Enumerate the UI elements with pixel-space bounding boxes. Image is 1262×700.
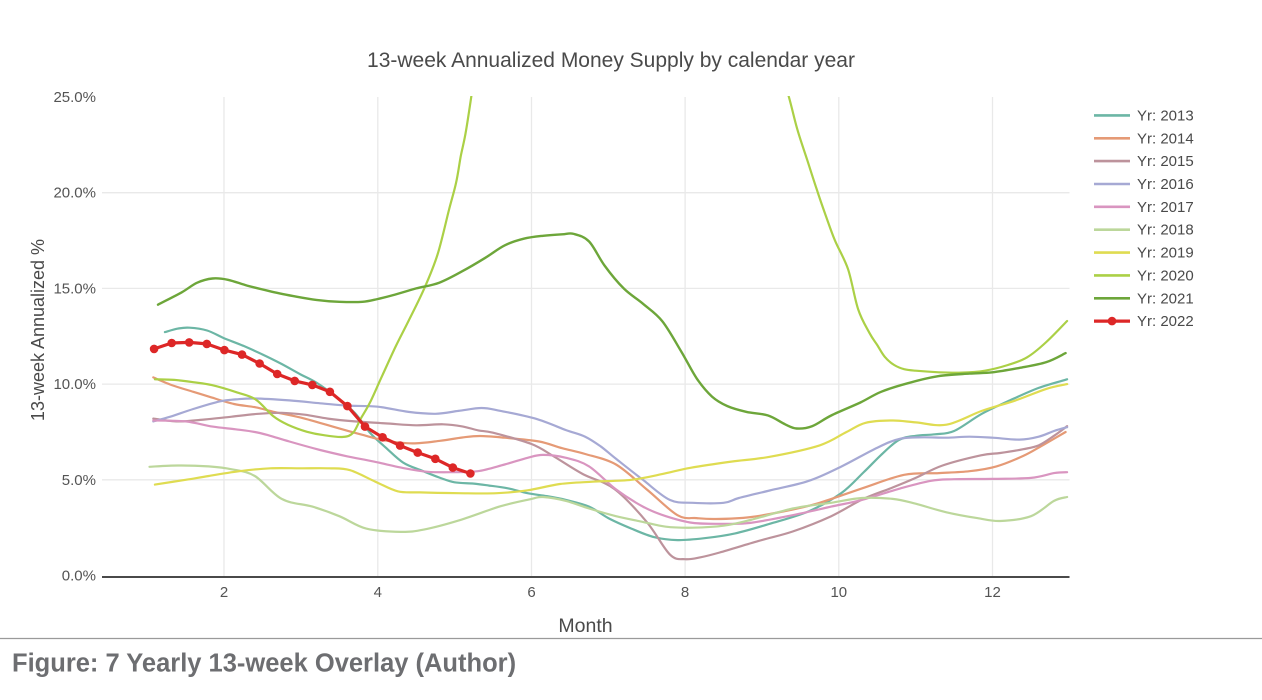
svg-text:10.0%: 10.0% [53, 376, 96, 393]
svg-text:0.0%: 0.0% [62, 568, 96, 585]
svg-text:20.0%: 20.0% [53, 185, 96, 202]
svg-text:Figure: 7 Yearly 13-week Overl: Figure: 7 Yearly 13-week Overlay (Author… [12, 650, 516, 678]
svg-text:2: 2 [220, 584, 228, 601]
svg-text:12: 12 [984, 584, 1001, 601]
svg-text:4: 4 [374, 584, 382, 601]
svg-text:Yr: 2021: Yr: 2021 [1137, 290, 1194, 307]
svg-text:13-week Annualized %: 13-week Annualized % [28, 239, 48, 421]
svg-text:Yr: 2015: Yr: 2015 [1137, 153, 1194, 170]
svg-text:Yr: 2020: Yr: 2020 [1137, 267, 1194, 284]
svg-text:Yr: 2022: Yr: 2022 [1137, 313, 1194, 330]
svg-text:Yr: 2016: Yr: 2016 [1137, 176, 1194, 193]
svg-text:Yr: 2017: Yr: 2017 [1137, 199, 1194, 216]
svg-text:5.0%: 5.0% [62, 472, 96, 489]
svg-text:Yr: 2018: Yr: 2018 [1137, 222, 1194, 239]
svg-text:15.0%: 15.0% [53, 280, 96, 297]
svg-text:8: 8 [681, 584, 689, 601]
svg-text:13-week Annualized Money Suppl: 13-week Annualized Money Supply by calen… [367, 49, 855, 72]
svg-text:6: 6 [527, 584, 535, 601]
svg-text:10: 10 [830, 584, 847, 601]
svg-text:Month: Month [558, 615, 612, 637]
svg-text:25.0%: 25.0% [53, 89, 96, 106]
svg-text:Yr: 2014: Yr: 2014 [1137, 130, 1194, 147]
svg-text:Yr: 2013: Yr: 2013 [1137, 107, 1194, 124]
svg-text:Yr: 2019: Yr: 2019 [1137, 245, 1194, 262]
